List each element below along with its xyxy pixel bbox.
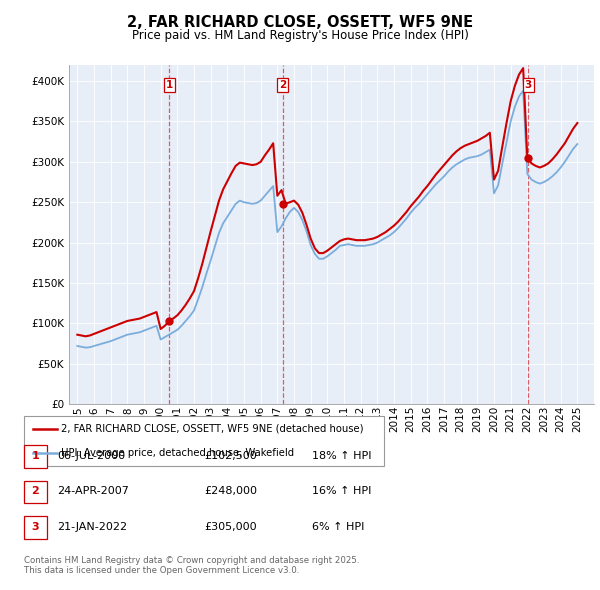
Text: 06-JUL-2000: 06-JUL-2000 (57, 451, 125, 461)
Text: 1: 1 (32, 451, 39, 461)
Text: Contains HM Land Registry data © Crown copyright and database right 2025.
This d: Contains HM Land Registry data © Crown c… (24, 556, 359, 575)
Text: £305,000: £305,000 (204, 522, 257, 532)
Text: 2, FAR RICHARD CLOSE, OSSETT, WF5 9NE: 2, FAR RICHARD CLOSE, OSSETT, WF5 9NE (127, 15, 473, 30)
Text: 3: 3 (32, 522, 39, 532)
Text: 2: 2 (32, 487, 39, 496)
Text: 6% ↑ HPI: 6% ↑ HPI (312, 522, 364, 532)
Text: 2: 2 (279, 80, 286, 90)
Text: 16% ↑ HPI: 16% ↑ HPI (312, 487, 371, 496)
Text: 18% ↑ HPI: 18% ↑ HPI (312, 451, 371, 461)
Text: 21-JAN-2022: 21-JAN-2022 (57, 522, 127, 532)
Text: 2, FAR RICHARD CLOSE, OSSETT, WF5 9NE (detached house): 2, FAR RICHARD CLOSE, OSSETT, WF5 9NE (d… (61, 424, 364, 434)
Text: 1: 1 (166, 80, 173, 90)
Text: £102,500: £102,500 (204, 451, 257, 461)
Text: £248,000: £248,000 (204, 487, 257, 496)
Text: HPI: Average price, detached house, Wakefield: HPI: Average price, detached house, Wake… (61, 448, 295, 457)
Text: 24-APR-2007: 24-APR-2007 (57, 487, 129, 496)
Text: Price paid vs. HM Land Registry's House Price Index (HPI): Price paid vs. HM Land Registry's House … (131, 30, 469, 42)
Text: 3: 3 (524, 80, 532, 90)
